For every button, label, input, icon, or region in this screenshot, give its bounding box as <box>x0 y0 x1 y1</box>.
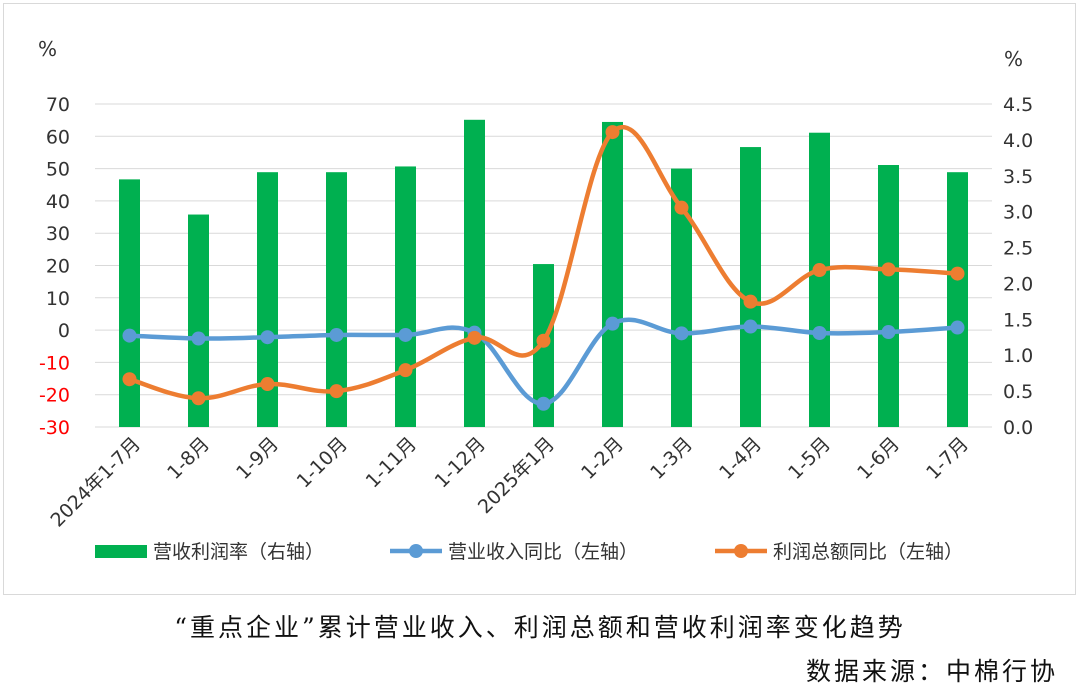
left-axis-unit: % <box>38 37 57 61</box>
legend-label: 营业收入同比（左轴） <box>448 541 638 563</box>
chart: 70 60 50 40 30 20 10 0 -10 -20 -30 4.5 4.0 3.5 3.0 2.5… <box>38 37 1033 563</box>
points <box>122 125 965 411</box>
data-point <box>122 372 137 387</box>
bar <box>602 121 623 427</box>
data-point <box>122 328 137 343</box>
bar <box>326 172 347 427</box>
left-tick-label: 70 <box>46 94 70 116</box>
data-source: 数据来源：中棉行协 <box>805 657 1058 686</box>
data-point <box>260 330 275 345</box>
data-point <box>812 263 827 278</box>
left-axis: 70 60 50 40 30 20 10 0 -10 -20 -30 <box>39 94 70 439</box>
bar <box>809 132 830 427</box>
legend-marker <box>734 544 748 558</box>
left-tick-label: 20 <box>46 256 70 278</box>
x-tick-label: 1-5月 <box>784 433 835 484</box>
left-tick-label: -20 <box>39 385 70 407</box>
data-point <box>950 266 965 281</box>
legend-marker <box>409 544 423 558</box>
right-tick-label: 3.0 <box>1003 202 1033 224</box>
data-point <box>605 125 620 140</box>
data-point <box>950 320 965 335</box>
x-tick-label: 1-10月 <box>293 433 352 492</box>
bar <box>395 166 416 428</box>
left-tick-label: 60 <box>46 126 70 148</box>
data-point <box>329 384 344 399</box>
bar <box>257 172 278 427</box>
bar <box>671 168 692 427</box>
data-point <box>260 377 275 392</box>
x-tick-label: 1-3月 <box>646 433 697 484</box>
legend-swatch <box>95 545 147 558</box>
right-tick-label: 1.0 <box>1003 345 1033 367</box>
x-tick-label: 1-7月 <box>922 433 973 484</box>
bar <box>878 165 899 427</box>
right-tick-label: 2.0 <box>1003 273 1033 295</box>
bar <box>740 147 761 428</box>
data-point <box>743 294 758 309</box>
right-tick-label: 2.5 <box>1003 238 1033 260</box>
x-tick-label: 1-2月 <box>577 433 628 484</box>
data-point <box>329 327 344 342</box>
bar <box>188 214 209 427</box>
data-point <box>536 396 551 411</box>
left-tick-label: 0 <box>58 320 70 342</box>
data-point <box>398 327 413 342</box>
data-point <box>881 325 896 340</box>
data-point <box>881 262 896 277</box>
bars <box>119 119 968 428</box>
data-point <box>536 333 551 348</box>
x-tick-label: 2024年1-7月 <box>46 433 145 532</box>
right-tick-label: 1.5 <box>1003 309 1033 331</box>
x-tick-label: 1-12月 <box>431 433 490 492</box>
x-tick-label: 1-4月 <box>715 433 766 484</box>
data-point <box>605 316 620 331</box>
data-point <box>812 326 827 341</box>
left-tick-label: -30 <box>39 417 70 439</box>
left-tick-label: 40 <box>46 191 70 213</box>
right-axis: 4.5 4.0 3.5 3.0 2.5 2.0 1.5 1.0 0.5 0.0 <box>1003 94 1033 439</box>
x-tick-label: 1-6月 <box>853 433 904 484</box>
x-tick-label: 1-11月 <box>362 433 421 492</box>
legend-label: 营收利润率（右轴） <box>153 541 324 563</box>
data-point <box>191 391 206 406</box>
left-tick-label: -10 <box>39 352 70 374</box>
legend: 营收利润率（右轴） 营业收入同比（左轴） 利润总额同比（左轴） <box>95 541 963 563</box>
right-axis-unit: % <box>1004 47 1023 71</box>
series-line <box>127 124 960 401</box>
chart-frame <box>3 3 1076 595</box>
data-point <box>674 200 689 215</box>
legend-label: 利润总额同比（左轴） <box>773 541 963 563</box>
x-tick-label: 1-9月 <box>232 433 283 484</box>
bar <box>464 119 485 428</box>
data-point <box>398 363 413 378</box>
right-tick-label: 4.0 <box>1003 130 1033 152</box>
data-point <box>467 330 482 345</box>
bar <box>947 172 968 427</box>
right-tick-label: 0.5 <box>1003 381 1033 403</box>
data-point <box>191 331 206 346</box>
x-tick-label: 1-8月 <box>163 433 214 484</box>
data-point <box>674 326 689 341</box>
right-tick-label: 0.0 <box>1003 417 1033 439</box>
left-tick-label: 30 <box>46 223 70 245</box>
left-tick-label: 50 <box>46 159 70 181</box>
bar <box>119 179 140 427</box>
figure-caption: “重点企业”累计营业收入、利润总额和营收利润率变化趋势 <box>174 613 906 642</box>
left-tick-label: 10 <box>46 288 70 310</box>
right-tick-label: 4.5 <box>1003 94 1033 116</box>
data-point <box>743 319 758 334</box>
right-tick-label: 3.5 <box>1003 166 1033 188</box>
